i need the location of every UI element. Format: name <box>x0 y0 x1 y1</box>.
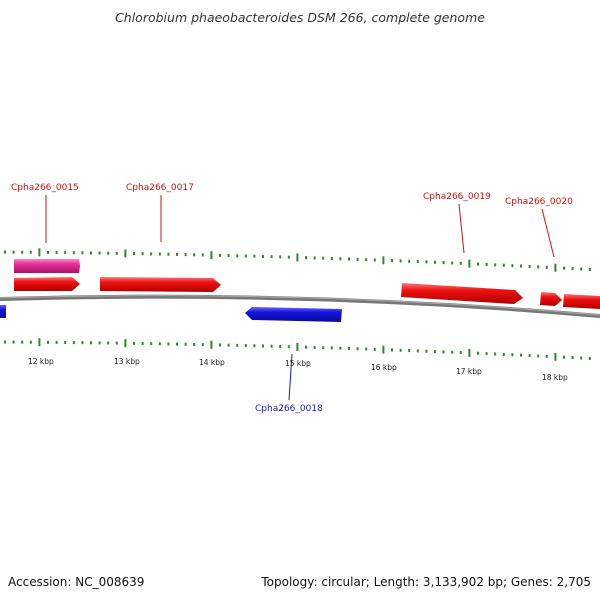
gene-cpha266-0015[interactable] <box>14 277 80 291</box>
axis-label-14kbp: 14 kbp <box>199 358 225 367</box>
genome-summary: Topology: circular; Length: 3,133,902 bp… <box>261 575 591 589</box>
leader-cpha266-0020 <box>541 208 555 258</box>
gene-cpha266-0020[interactable] <box>540 292 562 306</box>
genome-backbone <box>0 294 600 318</box>
label-cpha266-0018[interactable]: Cpha266_0018 <box>255 404 323 414</box>
label-cpha266-0019[interactable]: Cpha266_0019 <box>423 192 491 202</box>
label-cpha266-0015[interactable]: Cpha266_0015 <box>11 183 79 193</box>
label-cpha266-0017[interactable]: Cpha266_0017 <box>126 183 194 193</box>
upper-tick-row <box>4 248 591 272</box>
gene-cpha266-0019[interactable] <box>401 283 523 304</box>
label-cpha266-0020[interactable]: Cpha266_0020 <box>505 197 573 207</box>
map-title: Chlorobium phaeobacteroides DSM 266, com… <box>115 10 485 25</box>
accession-label: Accession: NC_008639 <box>8 575 145 589</box>
gene-cpha266-0018[interactable] <box>245 307 342 322</box>
axis-label-15kbp: 15 kbp <box>285 359 311 368</box>
axis-label-13kbp: 13 kbp <box>114 357 140 366</box>
axis-label-18kbp: 18 kbp <box>542 373 568 382</box>
axis-label-12kbp: 12 kbp <box>28 357 54 366</box>
leader-cpha266-0018 <box>288 353 293 401</box>
lower-tick-row <box>4 338 591 361</box>
gene-rna-pink[interactable] <box>14 259 80 273</box>
axis-label-16kbp: 16 kbp <box>371 363 397 372</box>
gene-next-partial[interactable] <box>563 294 600 309</box>
gene-cpha266-0017[interactable] <box>100 277 221 292</box>
axis-label-17kbp: 17 kbp <box>456 367 482 376</box>
gene-reverse-partial-left[interactable] <box>0 305 6 318</box>
leader-cpha266-0019 <box>458 203 465 254</box>
